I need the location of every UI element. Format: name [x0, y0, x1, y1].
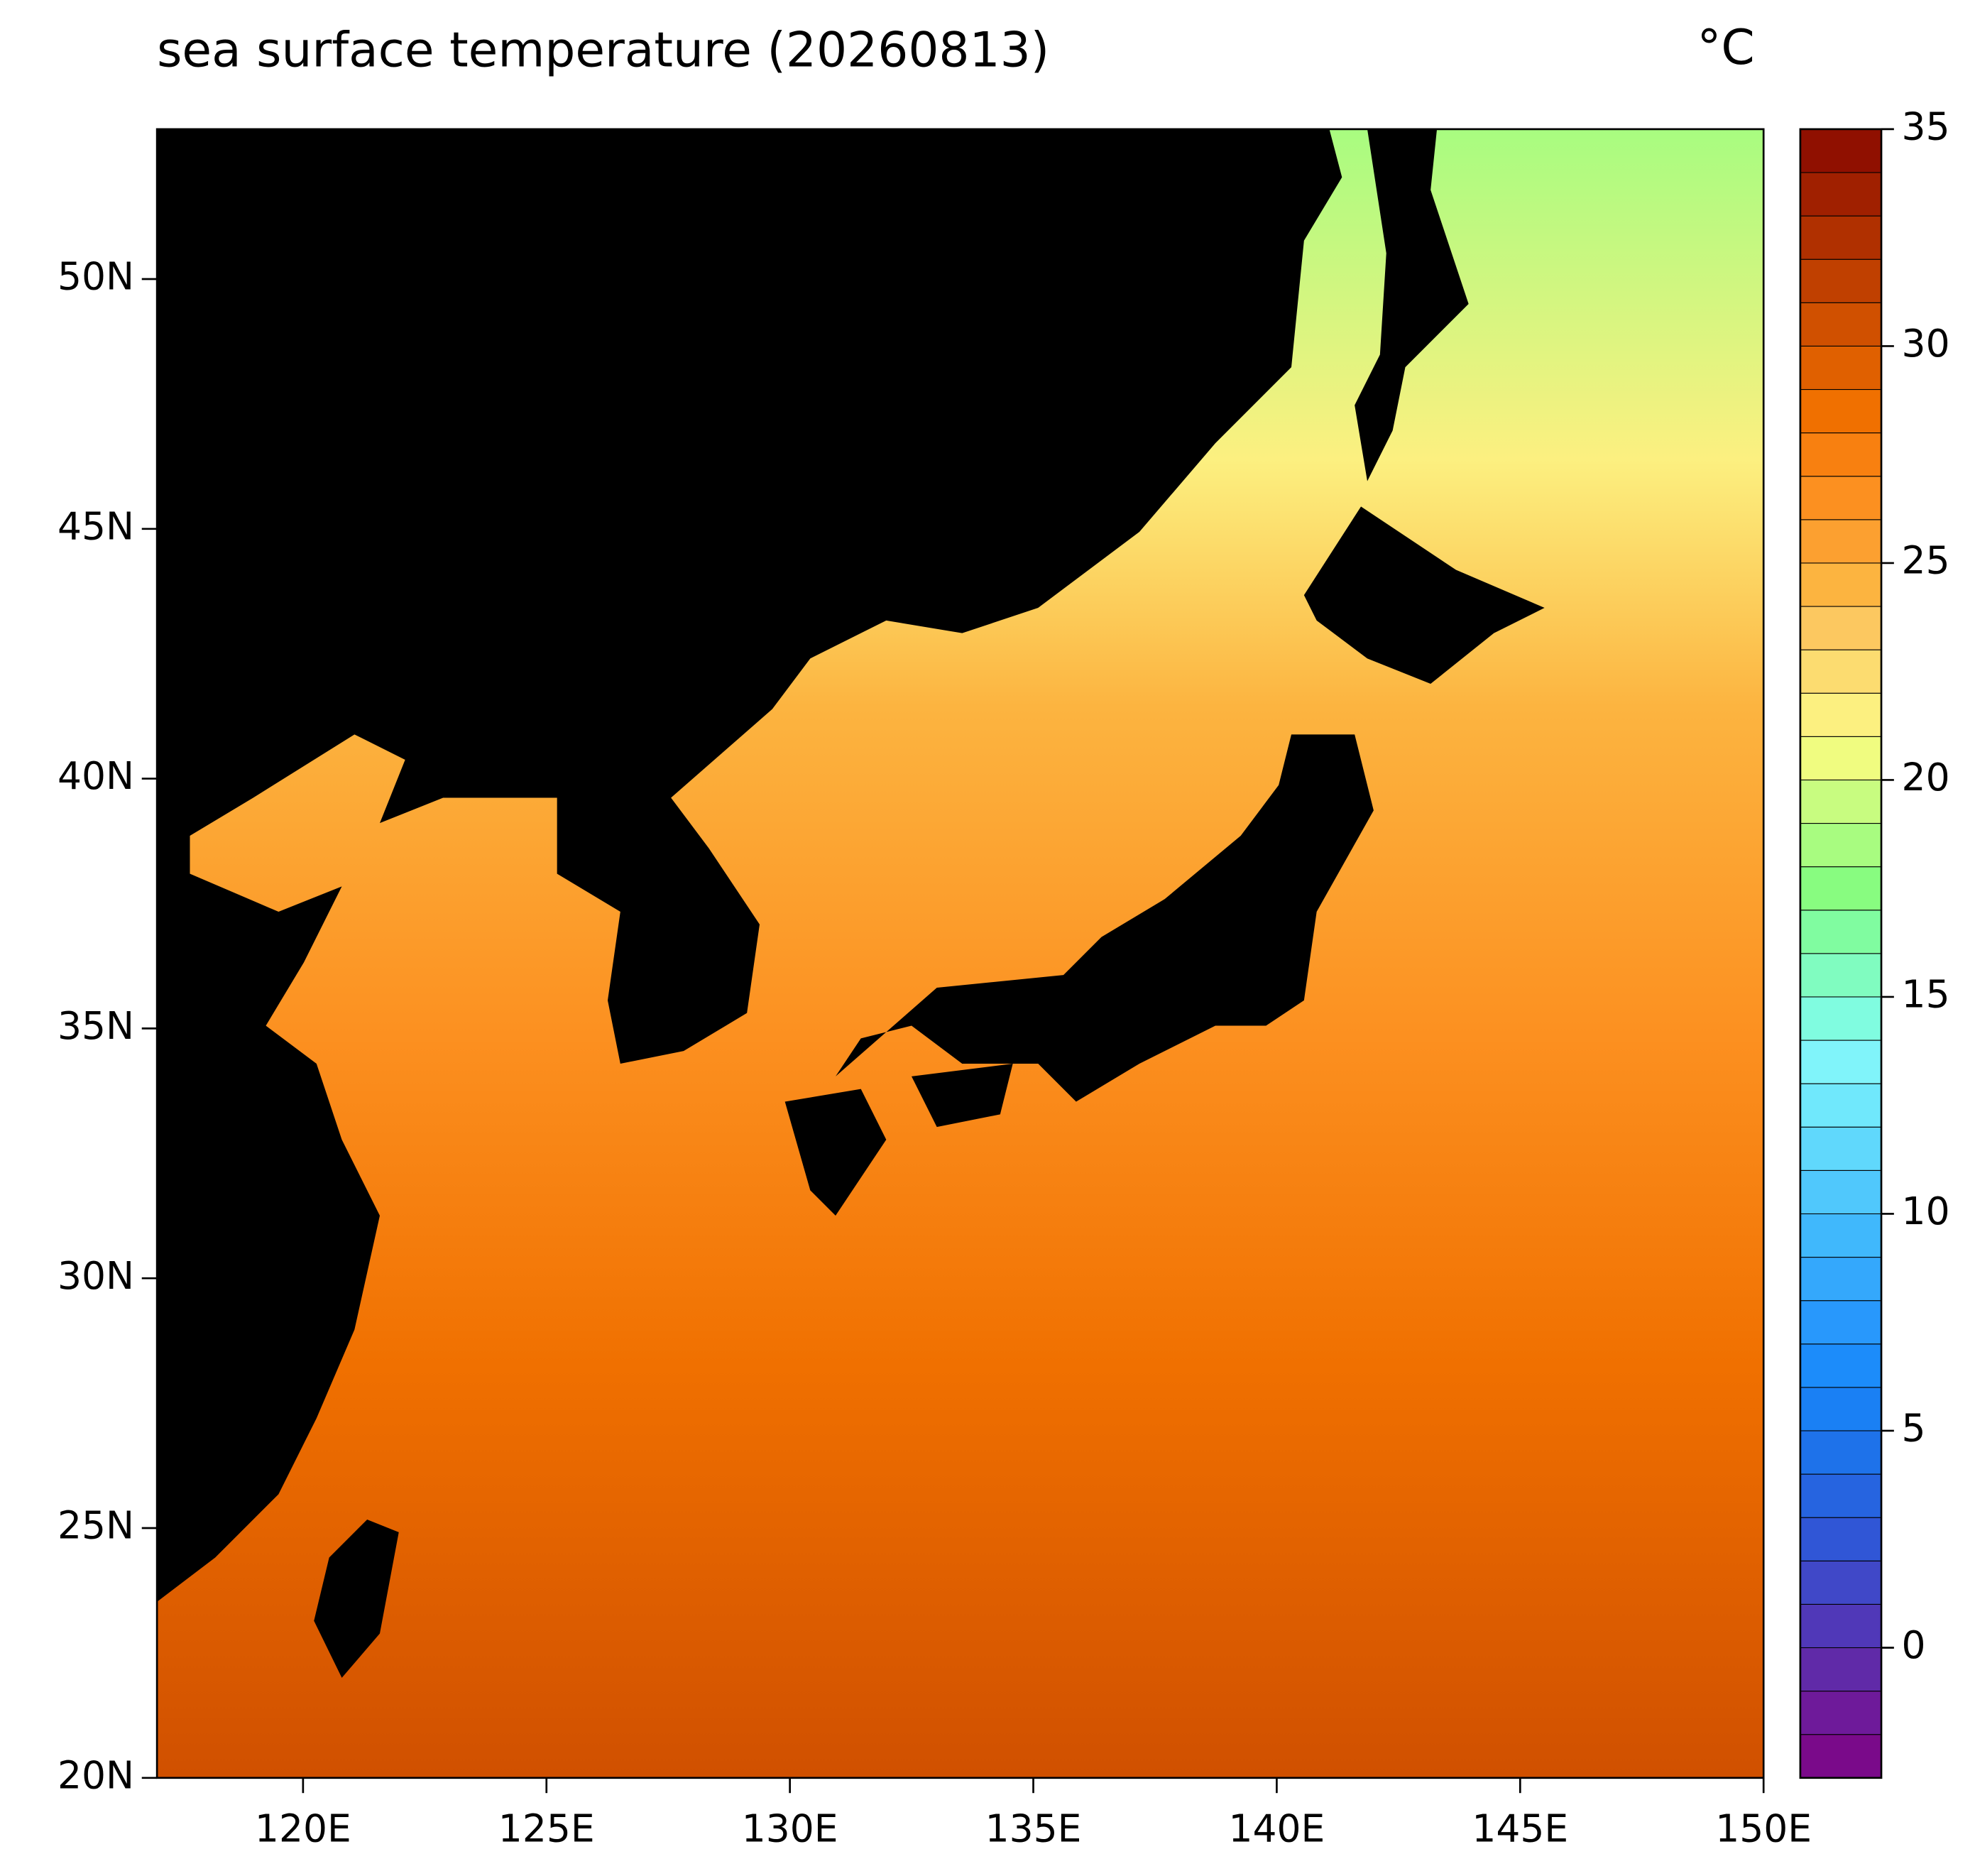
colorbar-segment [1800, 736, 1882, 780]
colorbar-segment [1800, 823, 1882, 868]
colorbar-segment [1800, 1213, 1882, 1258]
shikoku [912, 1063, 1013, 1128]
x-tick-label: 150E [1715, 1806, 1812, 1850]
colorbar-tick-label: 10 [1902, 1189, 1950, 1233]
x-tick-label: 120E [255, 1806, 351, 1850]
colorbar-segment [1800, 1603, 1882, 1649]
colorbar-segment [1800, 1473, 1882, 1518]
x-tick-label: 130E [742, 1806, 838, 1850]
x-tick-label: 145E [1472, 1806, 1568, 1850]
unit-label: °C [1697, 19, 1755, 75]
colorbar-segment [1800, 779, 1882, 824]
honshu [836, 734, 1374, 1102]
colorbar-segment [1800, 302, 1882, 347]
x-tick-label: 135E [985, 1806, 1082, 1850]
colorbar-segment [1800, 562, 1882, 607]
colorbar-segment [1800, 606, 1882, 650]
y-tick-label: 20N [58, 1752, 134, 1797]
colorbar-segment [1800, 1040, 1882, 1084]
colorbar-segment [1800, 1169, 1882, 1214]
colorbar-segment [1800, 129, 1882, 173]
kyushu [784, 1089, 887, 1216]
x-tick-label: 125E [498, 1806, 595, 1850]
land [157, 129, 1545, 1678]
y-tick-label: 35N [58, 1003, 134, 1048]
map-frame [155, 128, 1765, 1779]
map [157, 129, 1764, 1778]
colorbar-tick-label: 20 [1902, 755, 1950, 800]
colorbar-segment [1800, 1734, 1882, 1779]
colorbar-segment [1800, 432, 1882, 477]
y-tick-label: 40N [58, 753, 134, 798]
colorbar-tick-label: 30 [1902, 321, 1950, 366]
colorbar-segment [1800, 258, 1882, 303]
colorbar-segment [1800, 476, 1882, 520]
colorbar-segment [1800, 649, 1882, 694]
colorbar-segment [1800, 866, 1882, 911]
colorbar-segment [1800, 1126, 1882, 1171]
chart-title: sea surface temperature (20260813) [157, 21, 1049, 77]
colorbar-segment [1800, 996, 1882, 1041]
colorbar-tick-label: 0 [1902, 1623, 1926, 1667]
colorbar-segment [1800, 953, 1882, 998]
colorbar-segment [1800, 1083, 1882, 1128]
y-tick-label: 25N [58, 1503, 134, 1548]
y-tick-label: 30N [58, 1253, 134, 1298]
colorbar-segment [1800, 1691, 1882, 1735]
colorbar-tick-label: 5 [1902, 1406, 1926, 1451]
colorbar-segment [1800, 519, 1882, 564]
colorbar-tick-label: 25 [1902, 538, 1950, 583]
colorbar-segment [1800, 172, 1882, 217]
colorbar-segment [1800, 1300, 1882, 1345]
colorbar-frame [1799, 128, 1883, 1779]
colorbar-segment [1800, 1430, 1882, 1475]
colorbar-tick-label: 35 [1902, 104, 1950, 149]
colorbar-tick-label: 15 [1902, 972, 1950, 1017]
colorbar-segment [1800, 388, 1882, 434]
colorbar-segment [1800, 1343, 1882, 1388]
colorbar-segment [1800, 910, 1882, 954]
colorbar-segment [1800, 692, 1882, 737]
colorbar-segment [1800, 215, 1882, 260]
taiwan [314, 1519, 399, 1678]
sakhalin [1355, 129, 1469, 481]
y-tick-label: 45N [58, 503, 134, 548]
y-tick-label: 50N [58, 254, 134, 299]
colorbar-segment [1800, 1257, 1882, 1302]
colorbar-segment [1800, 1517, 1882, 1561]
colorbar-segment [1800, 1647, 1882, 1692]
mainland [157, 129, 1342, 1602]
colorbar-segment [1800, 1560, 1882, 1605]
colorbar-segment [1800, 345, 1882, 391]
hokkaido [1303, 506, 1545, 684]
colorbar-segment [1800, 1387, 1882, 1431]
x-tick-label: 140E [1228, 1806, 1325, 1850]
